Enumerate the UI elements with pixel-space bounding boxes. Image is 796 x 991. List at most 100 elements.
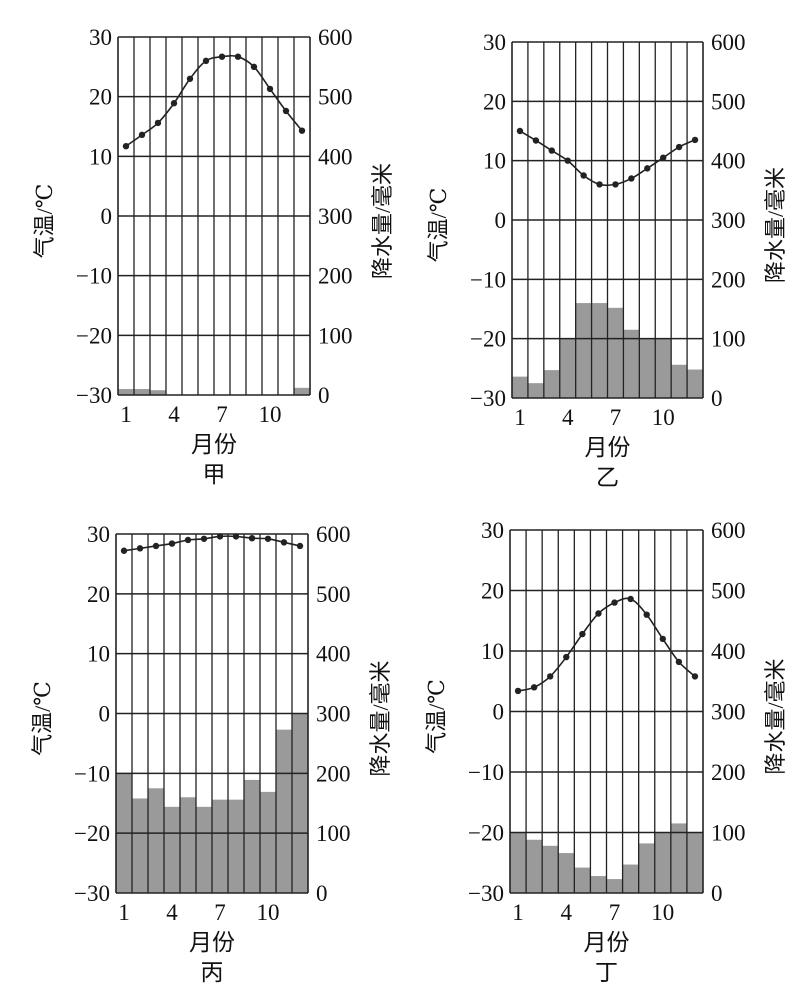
- temp-tick-label: 0: [101, 204, 113, 229]
- temperature-point: [152, 542, 160, 550]
- precip-tick-label: 400: [711, 639, 746, 664]
- precip-tick-label: 500: [711, 579, 746, 604]
- precip-bar: [510, 832, 527, 893]
- precip-bar: [623, 329, 640, 398]
- temperature-point: [170, 100, 178, 107]
- temperature-point: [627, 595, 634, 603]
- temperature-point: [154, 119, 162, 127]
- precip-bar: [134, 389, 150, 395]
- temp-tick-label: 30: [481, 518, 504, 543]
- temperature-point: [612, 181, 619, 188]
- precip-tick-label: 100: [316, 821, 351, 846]
- precip-bar: [294, 387, 310, 395]
- precip-tick-label: 400: [711, 149, 746, 174]
- precip-tick-label: 100: [318, 323, 353, 348]
- month-tick-label: 1: [514, 405, 526, 430]
- precip-tick-label: 200: [316, 761, 351, 786]
- y-axis-label-precipitation: 降水量/毫米: [370, 163, 395, 279]
- precip-bar: [590, 876, 607, 893]
- temperature-point: [120, 547, 128, 554]
- temp-tick-label: −10: [76, 264, 112, 289]
- temperature-point: [514, 687, 522, 695]
- y-axis-label-temperature: 气温/℃: [32, 184, 57, 259]
- temperature-point: [643, 611, 650, 618]
- month-tick-label: 10: [652, 405, 675, 430]
- temp-tick-label: −20: [74, 821, 110, 846]
- temperature-point: [168, 540, 176, 547]
- precip-tick-label: 600: [711, 30, 746, 55]
- y-axis-label-temperature: 气温/℃: [424, 679, 449, 754]
- temperature-point: [659, 635, 666, 643]
- precip-bar: [639, 338, 656, 398]
- month-tick-label: 4: [562, 405, 574, 430]
- month-tick-label: 10: [257, 900, 280, 925]
- precip-bar: [148, 788, 164, 893]
- temperature-point: [660, 154, 667, 161]
- temperature-point: [675, 658, 683, 666]
- temperature-point: [596, 181, 603, 188]
- temperature-point: [644, 165, 651, 172]
- temperature-point: [216, 533, 224, 540]
- temperature-point: [611, 599, 618, 606]
- temperature-point: [563, 653, 570, 661]
- temp-tick-label: 0: [495, 208, 507, 233]
- temperature-point: [264, 535, 272, 542]
- precip-bar: [118, 389, 134, 395]
- precip-tick-label: 500: [316, 582, 351, 607]
- precip-tick-label: 100: [711, 821, 746, 846]
- precip-bar: [260, 791, 276, 893]
- precip-tick-label: 100: [711, 327, 746, 352]
- precip-tick-label: 300: [711, 700, 746, 725]
- temp-tick-label: 20: [483, 89, 506, 114]
- precip-bar: [575, 303, 592, 398]
- precip-bar: [686, 832, 703, 893]
- month-tick-label: 1: [120, 402, 132, 427]
- temperature-point: [282, 107, 290, 115]
- y-axis-label-precipitation: 降水量/毫米: [763, 167, 788, 283]
- temperature-point: [532, 137, 540, 144]
- temp-tick-label: −10: [74, 761, 110, 786]
- temp-tick-label: 0: [493, 700, 505, 725]
- month-tick-label: 7: [609, 900, 621, 925]
- precip-tick-label: 300: [316, 702, 351, 727]
- temperature-point: [136, 545, 144, 552]
- x-axis-label: 月份: [584, 930, 630, 955]
- temperature-point: [296, 542, 304, 550]
- precip-tick-label: 600: [316, 522, 351, 547]
- precip-bar: [276, 729, 292, 893]
- temperature-point: [579, 630, 586, 638]
- temperature-point: [530, 684, 538, 691]
- precip-tick-label: 400: [318, 144, 353, 169]
- precip-tick-label: 200: [711, 267, 746, 292]
- temp-tick-label: 30: [89, 25, 112, 50]
- temp-tick-label: −20: [470, 327, 506, 352]
- month-tick-label: 7: [610, 405, 622, 430]
- chart-title: 丙: [201, 960, 224, 985]
- temperature-point: [547, 673, 554, 680]
- precip-bar: [558, 853, 575, 893]
- month-tick-label: 1: [118, 900, 130, 925]
- temperature-point: [184, 536, 192, 544]
- precip-bar: [196, 806, 212, 893]
- temp-tick-label: −20: [468, 821, 504, 846]
- temp-tick-label: −30: [470, 386, 506, 411]
- temperature-point: [691, 673, 699, 680]
- y-axis-label-precipitation: 降水量/毫米: [763, 658, 788, 774]
- precip-tick-label: 200: [318, 264, 353, 289]
- temp-tick-label: −30: [468, 881, 504, 906]
- precip-tick-label: 400: [316, 642, 351, 667]
- climate-chart-4: 30 600 20 500 10 400 0 300 −10 200 −20 100 −30 0 1 4 7 10…: [424, 518, 788, 985]
- temp-tick-label: 30: [483, 30, 506, 55]
- precip-bar: [671, 364, 688, 398]
- precip-bar: [687, 369, 703, 398]
- month-tick-label: 1: [512, 900, 524, 925]
- y-axis-label-temperature: 气温/℃: [426, 188, 451, 263]
- temperature-point: [200, 535, 208, 542]
- precip-bar: [180, 797, 196, 893]
- climate-chart-3: 30 600 20 500 10 400 0 300 −10 200 −20 100 −30 0 1 4 7 10…: [30, 522, 393, 985]
- month-tick-label: 7: [214, 900, 226, 925]
- precip-tick-label: 600: [711, 518, 746, 543]
- chart-title: 丁: [595, 960, 618, 985]
- month-tick-label: 7: [216, 402, 228, 427]
